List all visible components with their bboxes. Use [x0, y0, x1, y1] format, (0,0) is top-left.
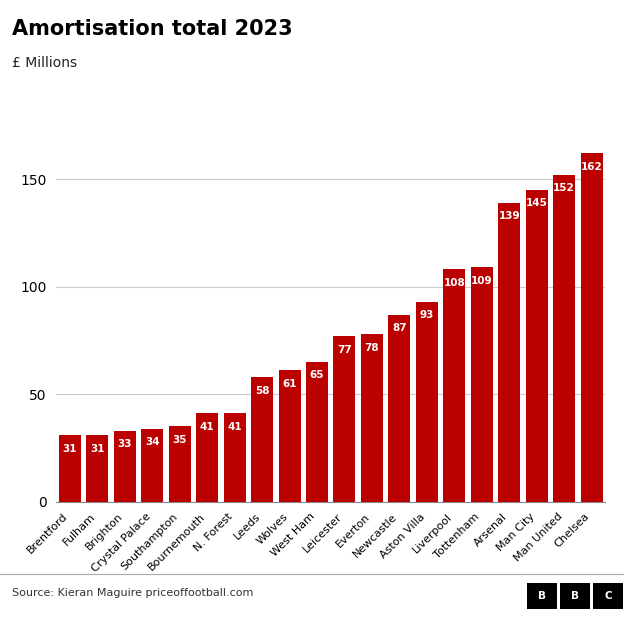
- Text: 41: 41: [200, 422, 215, 432]
- Bar: [333, 336, 356, 502]
- Text: 78: 78: [364, 342, 379, 352]
- Text: 31: 31: [90, 443, 105, 453]
- Text: 77: 77: [337, 345, 352, 355]
- Text: 87: 87: [392, 323, 407, 333]
- Text: B: B: [539, 591, 546, 601]
- Text: 58: 58: [255, 386, 270, 396]
- Bar: [114, 431, 136, 502]
- Text: 34: 34: [145, 437, 160, 447]
- Bar: [168, 426, 191, 502]
- Bar: [525, 190, 548, 502]
- Text: 41: 41: [227, 422, 242, 432]
- Text: 139: 139: [499, 211, 520, 221]
- Text: 162: 162: [581, 162, 602, 172]
- Bar: [388, 315, 411, 502]
- Text: C: C: [605, 591, 612, 601]
- Text: 31: 31: [62, 443, 77, 453]
- Text: 108: 108: [444, 278, 465, 288]
- Bar: [223, 413, 246, 502]
- Text: £ Millions: £ Millions: [12, 56, 77, 70]
- Text: 152: 152: [553, 184, 575, 194]
- Text: 33: 33: [117, 440, 132, 450]
- Text: Amortisation total 2023: Amortisation total 2023: [12, 19, 293, 39]
- Bar: [196, 413, 218, 502]
- Text: 61: 61: [282, 379, 297, 389]
- Text: 109: 109: [471, 276, 492, 286]
- Text: Source: Kieran Maguire priceoffootball.com: Source: Kieran Maguire priceoffootball.c…: [12, 587, 254, 598]
- Text: 93: 93: [419, 310, 434, 320]
- Bar: [416, 302, 438, 502]
- Bar: [443, 270, 466, 502]
- Text: B: B: [572, 591, 579, 601]
- Bar: [470, 267, 493, 502]
- Bar: [498, 203, 520, 502]
- Bar: [251, 377, 273, 502]
- Bar: [278, 371, 301, 502]
- Bar: [59, 435, 81, 502]
- Bar: [580, 154, 603, 502]
- Bar: [553, 175, 575, 502]
- Bar: [141, 428, 163, 502]
- Text: 35: 35: [172, 435, 187, 445]
- Text: 145: 145: [525, 199, 548, 209]
- Text: 65: 65: [310, 371, 324, 381]
- Bar: [86, 435, 109, 502]
- Bar: [361, 334, 383, 502]
- Bar: [306, 362, 328, 502]
